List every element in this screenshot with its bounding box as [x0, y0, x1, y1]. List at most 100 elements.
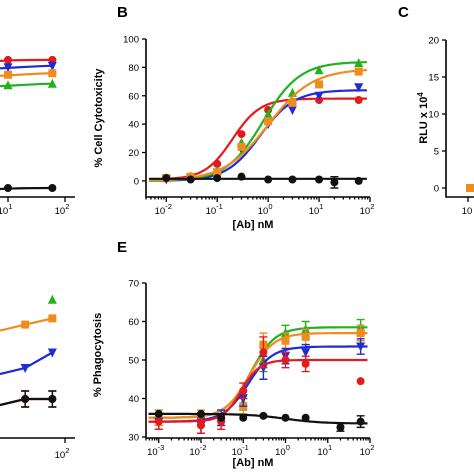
- panel-b-point-black: [330, 178, 339, 187]
- panel-c: C RLU x 104 0 5 10 15 20 10: [398, 4, 474, 217]
- panel-b-point-orange: [288, 98, 297, 107]
- panel-e-x-tick-label-base: 10: [232, 447, 243, 458]
- panel-d-x-tick-label-exp: 2: [65, 446, 69, 455]
- panel-e-x-axis-title: [Ab] nM: [233, 457, 274, 469]
- panel-e-x-tick-label: 10-1: [232, 443, 249, 458]
- panel-e-y-tick-label: 50: [128, 356, 139, 367]
- panel-d-point-black: [48, 395, 57, 403]
- panel-e-letter: E: [117, 239, 127, 256]
- panel-e-y-tick-label: 60: [128, 317, 139, 328]
- panel-a-x-tick-label: 101: [0, 202, 12, 217]
- panel-e-x-tick-label-base: 10: [189, 447, 200, 458]
- panel-b-x-axis-title: [Ab] nM: [233, 219, 274, 231]
- panel-a-point-black: [48, 184, 57, 192]
- panel-c-y-tick-label: 5: [434, 147, 439, 158]
- panel-b-point-blue: [314, 91, 324, 101]
- panel-b-point-black: [315, 175, 324, 184]
- panel-e-point-black: [356, 417, 365, 426]
- panel-c-x-tick-label-base: 10: [462, 206, 473, 217]
- panel-b-y-tick-label: 60: [128, 91, 139, 102]
- panel-e-x-tick-label: 10-3: [147, 443, 164, 458]
- panel-b-x-tick-label: 102: [360, 202, 375, 217]
- panel-b-point-green: [314, 65, 324, 75]
- panel-e-point-red: [154, 417, 163, 426]
- panel-b-x-tick-label-base: 10: [155, 206, 166, 217]
- panel-b-x-tick-label: 100: [258, 202, 273, 217]
- panel-b-x-tick-label-exp: 1: [319, 202, 323, 211]
- panel-b-x-tick-label-exp: -1: [216, 202, 223, 211]
- panel-a-x-tick-label-exp: 1: [8, 202, 12, 211]
- panel-c-y-axis-title: RLU x 104: [416, 92, 430, 144]
- panel-b-point-orange: [354, 67, 363, 76]
- panel-e-point-red: [259, 348, 268, 357]
- panel-a-point-green: [3, 80, 13, 90]
- panel-b-y-tick-label: 40: [128, 120, 139, 131]
- panel-a-x-tick-label: 102: [55, 202, 70, 217]
- panel-e-y-axis-title: % Phagocytosis: [92, 313, 104, 397]
- panel-e-point-black: [259, 411, 268, 420]
- panel-a-x-tick-label-base: 10: [0, 206, 8, 217]
- panel-c-y-axis-title-main: RLU x 10: [418, 97, 430, 144]
- panel-c-point-orange: [466, 184, 474, 192]
- panel-a-fit-curve-blue: [0, 64, 53, 70]
- panel-e-point-black: [336, 423, 345, 432]
- panel-b-x-tick-label-exp: -2: [165, 202, 172, 211]
- panel-e-x-tick-label-exp: 1: [328, 443, 332, 452]
- panel-b-point-black: [264, 175, 273, 184]
- panel-b-point-black: [186, 175, 195, 184]
- panel-b-fit-curve-blue: [149, 89, 367, 182]
- panel-e-point-blue: [356, 342, 366, 352]
- panel-d: 102: [0, 294, 75, 461]
- panel-b-point-orange: [237, 142, 246, 151]
- panel-e-point-red: [281, 356, 290, 364]
- panel-e-fit-curve-red: [148, 358, 368, 423]
- panel-e-point-red: [356, 377, 365, 386]
- panel-e-point-red: [196, 421, 205, 430]
- panel-e-point-black: [281, 413, 290, 422]
- panel-d-x-tick-label: 102: [55, 446, 70, 461]
- panel-d-point-orange: [48, 314, 57, 323]
- panel-e-point-black: [217, 413, 226, 422]
- panel-a-point-black: [4, 184, 12, 192]
- panel-b-y-tick-label: 20: [128, 148, 139, 159]
- panel-e: E % Phagocytosis [Ab] nM 30 40 50 60 70 10-3 1…: [92, 239, 374, 469]
- panel-e-point-red: [239, 386, 248, 395]
- panel-b-letter: B: [117, 4, 128, 21]
- panel-b-point-green: [263, 109, 273, 119]
- panel-b-y-tick-label: 80: [128, 63, 139, 74]
- panel-b-x-tick-label-exp: 2: [370, 202, 374, 211]
- panel-e-y-tick-label: 70: [128, 279, 139, 290]
- panel-a-point-orange: [4, 70, 12, 79]
- panel-b-point-black: [213, 174, 222, 183]
- panel-b-point-red: [213, 159, 222, 168]
- panel-e-point-black: [239, 413, 248, 422]
- panel-a-point-green: [47, 78, 57, 88]
- panel-b-x-tick-label-base: 10: [206, 206, 217, 217]
- panel-b-x-tick-label: 10-1: [206, 202, 223, 217]
- panel-c-axes: [445, 40, 474, 198]
- panel-a-point-blue: [47, 61, 57, 71]
- panel-b-point-red: [237, 130, 246, 139]
- panel-b-x-tick-label-base: 10: [258, 206, 269, 217]
- panel-c-y-tick-label: 0: [434, 184, 439, 195]
- panel-b-fit-curve-green: [149, 61, 367, 182]
- panel-b-point-black: [354, 176, 363, 185]
- panel-a: 101 102: [0, 55, 75, 217]
- panel-a-fit-curve-green: [0, 82, 53, 88]
- panel-b-axes: [145, 39, 370, 198]
- panel-b-point-blue: [287, 105, 297, 115]
- panel-e-y-tick-label: 40: [128, 394, 139, 405]
- panel-b-x-tick-label-exp: 0: [268, 202, 272, 211]
- panel-c-y-tick-label: 15: [428, 73, 439, 84]
- panel-c-y-tick-label: 20: [428, 36, 439, 47]
- panel-e-x-tick-label: 102: [360, 443, 375, 458]
- panel-e-y-tick-label: 30: [128, 433, 139, 444]
- panel-a-x-tick-label-exp: 2: [65, 202, 69, 211]
- panel-e-point-orange: [301, 332, 310, 341]
- panel-e-point-orange: [356, 329, 365, 338]
- panel-b-y-tick-label: 0: [134, 176, 139, 187]
- panel-b-point-orange: [264, 117, 273, 126]
- panel-b-point-black: [237, 172, 246, 181]
- panel-e-point-orange: [281, 336, 290, 345]
